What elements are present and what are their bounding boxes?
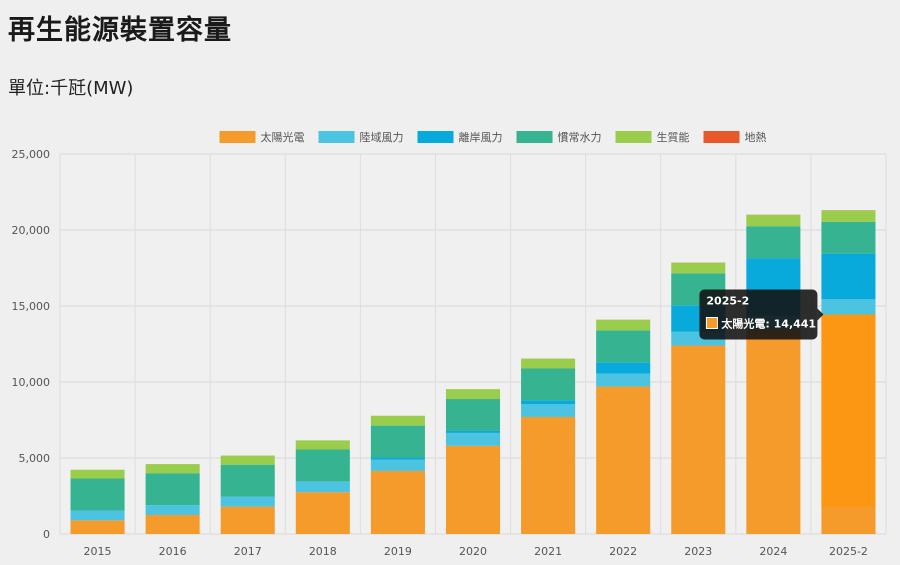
bar-segment <box>370 457 425 460</box>
bar-segment <box>671 262 726 274</box>
bar-segment <box>145 473 200 506</box>
bar-segment <box>596 319 651 331</box>
legend-swatch <box>615 131 652 143</box>
legend-label: 生質能 <box>657 130 690 144</box>
bar-segment <box>70 510 125 521</box>
legend-swatch <box>318 131 355 143</box>
x-tick-label: 2023 <box>684 545 712 558</box>
bar-segment <box>521 368 576 401</box>
x-tick-label: 2016 <box>159 545 187 558</box>
y-tick-label: 5,000 <box>19 452 51 465</box>
bar-segment <box>295 492 350 534</box>
y-tick-label: 10,000 <box>12 376 51 389</box>
bar-segment <box>145 505 200 515</box>
x-tick-label: 2018 <box>309 545 337 558</box>
y-tick-label: 0 <box>43 528 50 541</box>
bar-segment <box>370 415 425 426</box>
bar-segment <box>145 464 200 474</box>
legend-swatch <box>219 131 256 143</box>
legend-label: 陸域風力 <box>360 131 404 144</box>
bar-segment <box>70 478 125 511</box>
bar-segment <box>596 362 651 374</box>
bar-segment <box>521 404 576 417</box>
bar-segment <box>445 389 501 400</box>
chart-title: 再生能源裝置容量 <box>8 15 232 46</box>
bar-segment <box>596 386 651 534</box>
unit-label: 單位:千瓩(MW) <box>8 78 134 99</box>
x-tick-label: 2021 <box>534 545 562 558</box>
x-tick-label: 2015 <box>84 545 112 558</box>
tooltip-box <box>699 289 818 340</box>
bar-segment <box>746 329 801 534</box>
x-tick-label: 2025-2 <box>829 545 868 558</box>
legend-swatch <box>516 131 553 143</box>
bar-segment <box>521 358 576 369</box>
legend-swatch <box>417 131 454 143</box>
bar-segment <box>220 496 275 507</box>
tooltip-title: 2025-2 <box>706 294 749 307</box>
bar-segment <box>821 221 876 254</box>
legend-swatch <box>703 131 740 143</box>
bar-segment <box>295 449 350 482</box>
x-tick-label: 2024 <box>759 545 787 558</box>
x-tick-label: 2019 <box>384 545 412 558</box>
bar-segment <box>596 330 651 363</box>
bar-segment <box>746 214 801 227</box>
y-tick-label: 25,000 <box>12 148 51 161</box>
bar-segment <box>70 469 125 479</box>
x-tick-label: 2020 <box>459 545 487 558</box>
bar-segment <box>821 299 876 315</box>
bar-segment <box>445 445 501 534</box>
bar-segment <box>220 455 275 465</box>
bar-segment <box>746 226 801 259</box>
bar-segment <box>295 440 350 450</box>
legend-label: 太陽光電 <box>261 130 305 144</box>
bar-segment <box>521 416 576 534</box>
bar-segment <box>220 506 275 534</box>
x-tick-label: 2022 <box>609 545 637 558</box>
legend-label: 地熱 <box>745 131 767 144</box>
bar-segment <box>370 459 425 471</box>
tooltip-swatch <box>705 316 718 329</box>
legend-label: 離岸風力 <box>459 130 503 144</box>
bar-hover-highlight <box>821 314 876 507</box>
x-tick-label: 2017 <box>234 545 262 558</box>
bar-segment <box>521 400 576 405</box>
legend-label: 慣常水力 <box>558 130 602 144</box>
bar-segment <box>145 515 200 534</box>
bar-segment <box>220 464 275 497</box>
bar-segment <box>370 470 425 534</box>
bar-segment <box>445 432 501 446</box>
y-tick-label: 15,000 <box>12 300 51 313</box>
bar-segment <box>821 210 876 222</box>
bar-segment <box>445 430 501 433</box>
bar-segment <box>671 345 726 534</box>
bar-segment <box>821 253 876 300</box>
bar-segment <box>370 425 425 458</box>
tooltip-text: 太陽光電: 14,441 <box>720 316 816 330</box>
y-tick-label: 20,000 <box>12 224 51 237</box>
bar-segment <box>70 520 125 534</box>
bar-segment <box>445 399 501 431</box>
bar-segment <box>295 481 350 493</box>
tooltip-pointer <box>817 308 824 321</box>
bar-segment <box>596 373 651 387</box>
